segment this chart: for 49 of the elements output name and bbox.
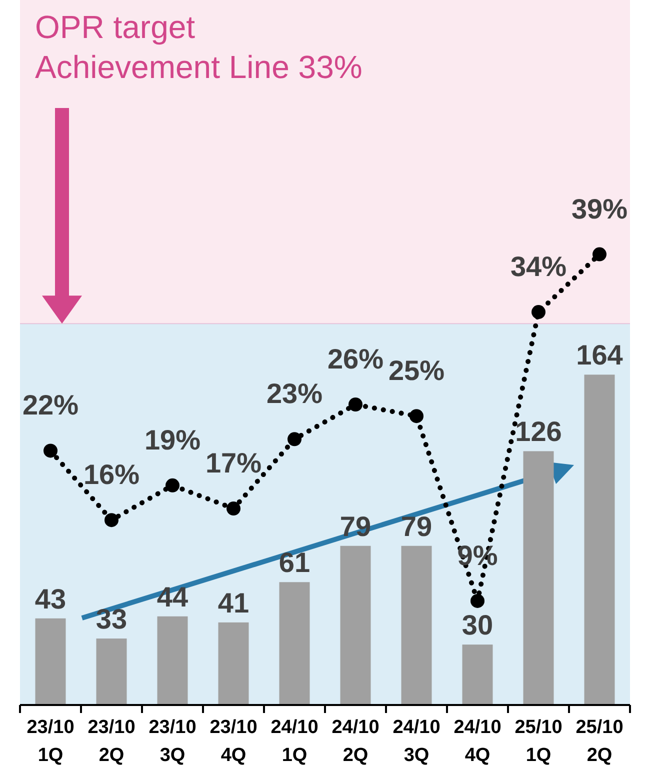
x-tick-label: 23/10 2Q xyxy=(88,717,136,766)
bar xyxy=(279,582,310,705)
point xyxy=(226,502,240,516)
point xyxy=(470,594,484,608)
data-label: 9% xyxy=(457,540,498,571)
data-label: 26% xyxy=(327,344,384,375)
bar xyxy=(96,638,127,705)
data-label: 16% xyxy=(83,459,140,490)
bar xyxy=(584,374,615,705)
x-tick-label: 23/10 3Q xyxy=(148,717,196,766)
data-label: 30 xyxy=(462,610,494,641)
x-tick-label: 25/10 2Q xyxy=(576,717,624,766)
bar xyxy=(35,618,66,705)
bar xyxy=(340,546,371,705)
point xyxy=(166,478,180,492)
x-tick-label: 24/10 2Q xyxy=(332,717,380,766)
x-tick-label: 23/10 4Q xyxy=(210,717,258,766)
data-label: 39% xyxy=(571,193,628,224)
point xyxy=(410,409,424,424)
x-tick-label: 25/10 1Q xyxy=(514,717,562,766)
point xyxy=(288,432,302,446)
x-tick-label: 24/10 3Q xyxy=(392,717,440,766)
x-tick-label: 24/10 1Q xyxy=(270,717,318,766)
data-label: 23% xyxy=(266,378,323,410)
point xyxy=(592,247,606,262)
x-tick-label: 23/10 1Q xyxy=(26,717,74,766)
data-label: 164 xyxy=(576,340,624,371)
ref-line-label: OPR target Achievement Line 33% xyxy=(35,9,362,85)
data-label: 19% xyxy=(144,424,201,456)
bar xyxy=(218,622,249,705)
bar xyxy=(523,451,554,705)
point xyxy=(104,513,118,528)
bar xyxy=(157,616,188,705)
data-label: 126 xyxy=(515,416,562,448)
data-label: 41 xyxy=(218,587,250,618)
data-label: 17% xyxy=(205,448,262,479)
data-label: 22% xyxy=(22,390,79,421)
data-label: 34% xyxy=(510,251,567,282)
bar xyxy=(462,644,493,705)
data-label: 79 xyxy=(400,510,432,542)
point xyxy=(348,398,362,412)
bar xyxy=(401,546,432,705)
data-label: 25% xyxy=(388,355,445,386)
data-label: 61 xyxy=(278,547,310,578)
data-label: 43 xyxy=(34,583,66,614)
point xyxy=(532,305,546,320)
point xyxy=(44,444,58,458)
data-label: 33 xyxy=(96,604,128,635)
x-tick-label: 24/10 4Q xyxy=(454,717,502,766)
